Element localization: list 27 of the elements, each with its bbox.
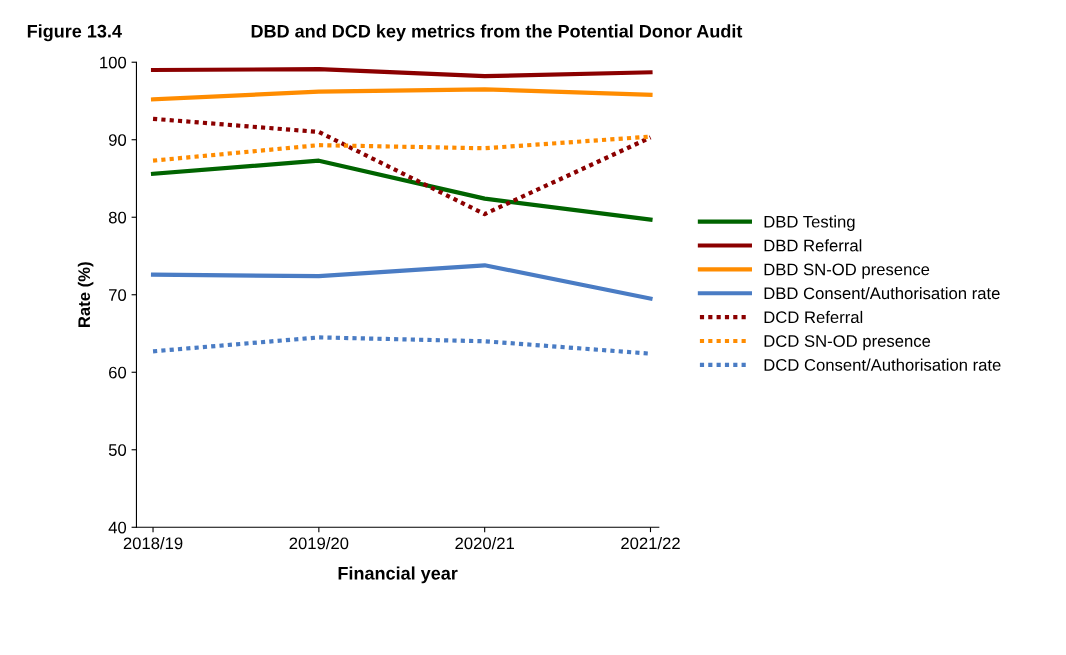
- legend-label: DCD Referral: [764, 310, 863, 324]
- y-axis-title: Rate (%): [77, 262, 94, 327]
- legend-label: DBD Consent/Authorisation rate: [764, 286, 1000, 300]
- y-tick-label: 80: [108, 211, 127, 224]
- legend-label: DBD Referral: [764, 239, 862, 252]
- line-series: [150, 67, 653, 79]
- x-axis-title: Financial year: [338, 566, 458, 584]
- line-series: [150, 116, 653, 217]
- legend-label: DBD SN-OD presence: [764, 263, 930, 279]
- y-tick-label: 70: [109, 289, 127, 301]
- line-series: [150, 87, 653, 102]
- y-tick-label: 50: [108, 444, 127, 456]
- caption: Figure 13.4: [27, 24, 122, 42]
- y-tick-label: 40: [108, 521, 127, 534]
- x-tick-label: 2020/21: [455, 537, 514, 550]
- y-tick-label: 60: [109, 366, 127, 379]
- y-tick-label: 90: [108, 134, 127, 146]
- x-tick-label: 2021/22: [621, 537, 680, 550]
- chart-title: DBD and DCD key metrics from the Potential Donor Audit: [251, 24, 743, 42]
- legend-label: DBD Testing: [764, 215, 855, 231]
- x-tick-label: 2018/19: [123, 537, 183, 550]
- y-tick-label: 100: [100, 56, 127, 69]
- line-series: [150, 158, 653, 222]
- x-tick-label: 2019/20: [289, 537, 349, 550]
- legend-label: DCD Consent/Authorisation rate: [764, 358, 1001, 371]
- legend-label: DCD SN-OD presence: [764, 335, 931, 351]
- line-series: [150, 263, 653, 301]
